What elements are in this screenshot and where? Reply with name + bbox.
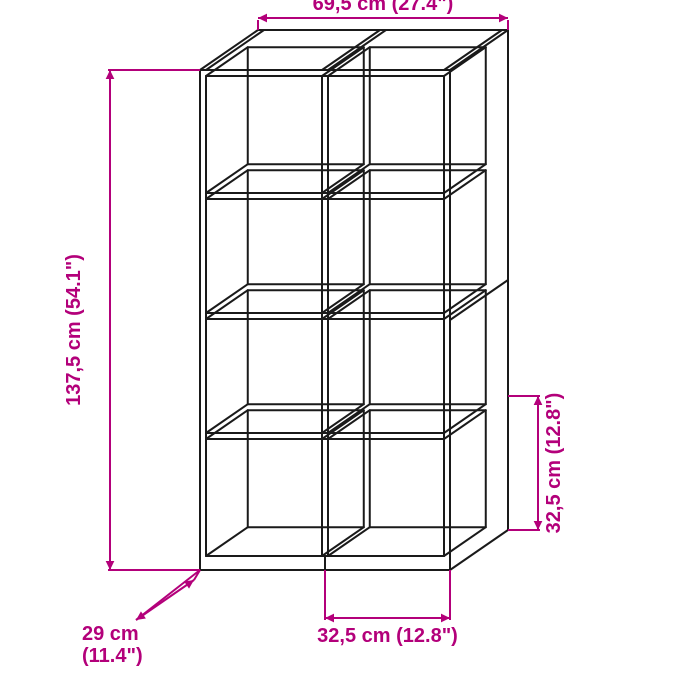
cell-height-label: 32,5 cm (12.8"): [543, 393, 565, 534]
shelf-drawing: [200, 30, 508, 570]
cell-width-label: 32,5 cm (12.8"): [317, 625, 458, 647]
depth-label-line2: (11.4"): [82, 645, 143, 667]
width-label: 69,5 cm (27.4"): [313, 0, 454, 15]
dimension-diagram: 69,5 cm (27.4") 137,5 cm (54.1") 29 cm (…: [0, 0, 700, 700]
depth-label: 29 cm: [82, 623, 139, 645]
height-label: 137,5 cm (54.1"): [63, 254, 85, 406]
